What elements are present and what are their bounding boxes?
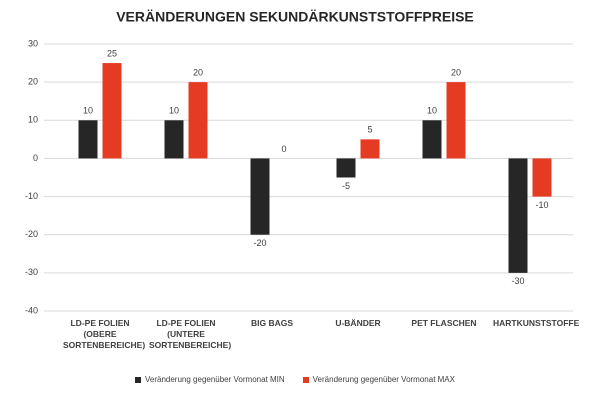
y-tick-label: 30 xyxy=(28,38,38,48)
value-label: 20 xyxy=(451,68,461,78)
bar xyxy=(102,63,122,159)
x-tick-label: HARTKUNSTSTOFFE xyxy=(493,318,580,328)
value-label: -5 xyxy=(342,181,350,191)
value-label: 10 xyxy=(427,106,437,116)
y-tick-label: -30 xyxy=(25,267,38,277)
bar xyxy=(164,120,184,159)
value-label: 10 xyxy=(83,106,93,116)
value-label: -20 xyxy=(253,238,266,248)
value-label: 5 xyxy=(367,125,372,135)
value-label: -10 xyxy=(535,200,548,210)
bar xyxy=(446,82,466,159)
bar xyxy=(508,158,528,273)
value-label: 0 xyxy=(281,144,286,154)
bar xyxy=(250,158,270,235)
legend-label: Veränderung gegenüber Vormonat MAX xyxy=(312,375,455,384)
y-tick-label: -10 xyxy=(25,191,38,201)
x-tick-label: LD-PE FOLIEN (OBERE SORTENBEREICHE) xyxy=(63,318,146,350)
bar xyxy=(532,158,552,197)
value-label: 10 xyxy=(169,106,179,116)
y-tick-label: 10 xyxy=(28,115,38,125)
value-label: 25 xyxy=(107,48,117,58)
x-tick-label: BIG BAGS xyxy=(250,318,294,328)
x-tick-label: LD-PE FOLIEN (UNTERE SORTENBEREICHE) xyxy=(149,318,232,350)
value-label: -30 xyxy=(511,276,524,286)
x-tick-label: PET FLASCHEN xyxy=(411,318,477,328)
chart-title: VERÄNDERUNGEN SEKUNDÄRKUNSTSTOFFPREISE xyxy=(116,9,474,25)
y-tick-label: 0 xyxy=(33,153,38,163)
legend-item: Veränderung gegenüber Vormonat MAX xyxy=(302,375,455,384)
bar xyxy=(360,139,380,159)
y-tick-label: -40 xyxy=(25,305,38,315)
value-label: 20 xyxy=(193,68,203,78)
bar xyxy=(78,120,98,159)
bar xyxy=(422,120,442,159)
legend-label: Veränderung gegenüber Vormonat MIN xyxy=(145,375,285,384)
legend: Veränderung gegenüber Vormonat MIN Veränd… xyxy=(0,375,590,384)
x-tick-label: U-BÄNDER xyxy=(335,318,381,328)
bar xyxy=(188,82,208,159)
bar xyxy=(336,158,356,178)
legend-swatch xyxy=(135,376,141,383)
y-tick-label: 20 xyxy=(28,77,38,87)
legend-item: Veränderung gegenüber Vormonat MIN xyxy=(135,375,285,384)
y-tick-label: -20 xyxy=(25,229,38,239)
legend-swatch xyxy=(302,376,309,383)
